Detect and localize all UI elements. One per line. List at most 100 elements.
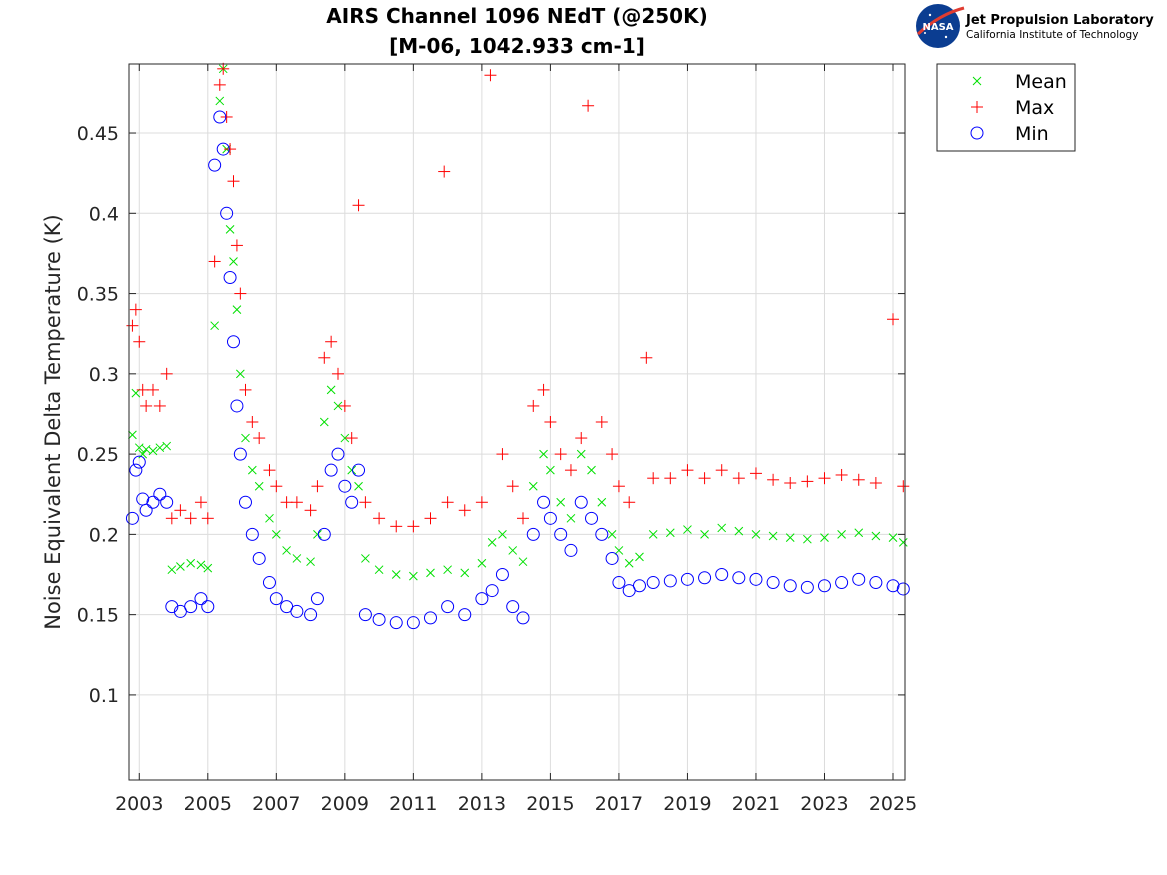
point-min	[800, 580, 814, 594]
point-mean	[155, 443, 165, 453]
point-max	[612, 480, 625, 493]
point-min	[595, 527, 609, 541]
point-mean	[374, 565, 384, 575]
point-min	[290, 604, 304, 618]
point-mean	[186, 558, 196, 568]
point-min	[160, 495, 174, 509]
point-mean	[597, 497, 607, 507]
point-max	[647, 472, 660, 485]
point-mean	[347, 465, 357, 475]
point-mean	[837, 530, 846, 539]
point-min	[324, 463, 338, 477]
point-max	[129, 303, 142, 316]
point-max	[220, 110, 233, 123]
point-min	[220, 206, 234, 220]
point-mean	[241, 433, 250, 443]
point-mean	[229, 257, 238, 266]
point-mean	[576, 449, 586, 459]
point-min	[506, 600, 520, 614]
point-min	[358, 608, 372, 622]
point-mean	[131, 388, 141, 398]
point-min	[146, 495, 160, 509]
point-max	[544, 416, 557, 428]
point-min	[441, 600, 455, 614]
point-mean	[313, 530, 322, 539]
point-mean	[614, 546, 624, 555]
point-mean	[888, 533, 898, 542]
y-tick-label: 0.4	[89, 203, 119, 225]
point-max	[749, 467, 762, 480]
point-min	[732, 571, 746, 585]
point-min	[817, 579, 831, 593]
x-axis-ticks: 2003 2005 2007 2009 2011 2013 2015 2017 2019 2021…	[115, 64, 917, 815]
point-mean	[391, 570, 401, 579]
point-max	[331, 367, 344, 380]
point-mean	[333, 401, 343, 411]
point-mean	[235, 369, 245, 379]
point-mean	[700, 530, 709, 539]
point-max	[715, 464, 728, 477]
point-min	[352, 463, 366, 477]
point-max	[153, 399, 166, 412]
point-mean	[566, 513, 576, 523]
legend-label-max: Max	[1015, 97, 1054, 119]
point-min	[230, 399, 244, 413]
axes-box	[128, 63, 906, 781]
point-max	[623, 496, 636, 509]
point-max	[835, 468, 848, 481]
x-tick-label: 2021	[732, 793, 780, 815]
point-max	[475, 496, 488, 509]
point-min	[896, 582, 910, 596]
point-max	[575, 432, 588, 445]
point-mean	[232, 305, 242, 314]
point-max	[352, 199, 365, 212]
point-max	[516, 512, 529, 525]
point-min	[554, 527, 568, 541]
point-mean	[265, 513, 274, 523]
point-max	[640, 351, 653, 364]
point-min	[852, 572, 866, 586]
point-max	[606, 448, 619, 461]
point-min	[223, 271, 237, 285]
point-max	[234, 287, 247, 300]
point-min	[698, 571, 712, 585]
point-min	[574, 495, 588, 509]
point-mean	[546, 465, 555, 475]
chart-title: AIRS Channel 1096 NEdT (@250K)	[326, 4, 707, 28]
point-max	[174, 504, 187, 517]
point-mean	[203, 563, 213, 573]
lab-name: Jet Propulsion Laboratory	[965, 13, 1154, 28]
point-mean	[587, 465, 596, 475]
point-mean	[528, 481, 538, 491]
point-mean	[319, 417, 329, 427]
point-min	[612, 576, 626, 590]
point-mean	[854, 528, 864, 538]
x-tick-label: 2015	[526, 793, 574, 815]
chart-subtitle: [M-06, 1042.933 cm-1]	[389, 34, 645, 58]
point-min	[245, 527, 259, 541]
point-max	[527, 399, 540, 412]
legend-marker-max	[971, 101, 983, 113]
point-max	[537, 383, 550, 396]
point-max	[554, 448, 567, 461]
point-mean	[683, 525, 692, 534]
point-mean	[210, 321, 220, 331]
point-mean	[134, 443, 144, 453]
point-min	[310, 592, 324, 606]
point-mean	[354, 481, 363, 491]
point-min	[165, 600, 179, 614]
point-min	[139, 503, 153, 517]
point-mean	[717, 523, 727, 533]
point-max	[407, 520, 420, 533]
point-max	[253, 432, 266, 445]
point-max	[160, 367, 173, 380]
point-max	[582, 99, 595, 112]
point-min	[632, 579, 646, 593]
point-mean	[225, 225, 235, 234]
point-mean	[282, 546, 291, 555]
legend: Mean Max Min	[936, 63, 1076, 152]
point-min	[216, 142, 230, 156]
point-mean	[128, 430, 137, 440]
legend-marker-min	[970, 126, 984, 140]
point-max	[564, 464, 577, 477]
